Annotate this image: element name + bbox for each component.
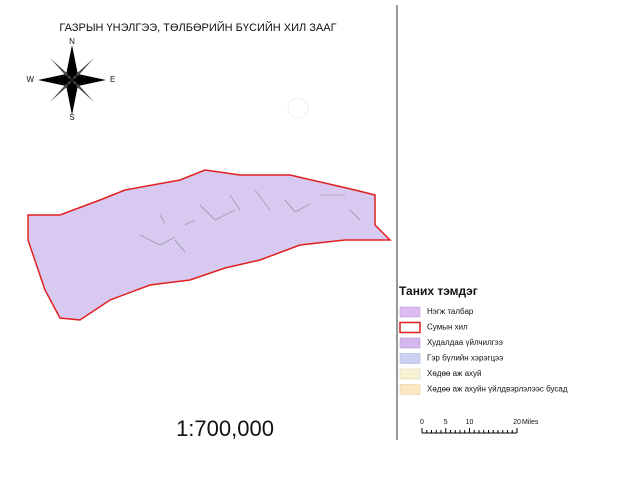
legend-swatch [399, 306, 421, 318]
compass-s: S [69, 113, 74, 122]
compass: N E S W [26, 37, 115, 122]
legend-title: Таних тэмдэг [399, 284, 478, 298]
marker [287, 97, 309, 119]
scale-bar-label: 0 [420, 419, 424, 426]
legend-label: Худалдаа үйлчилгээ [427, 338, 503, 347]
parcels [139, 189, 361, 253]
scale-bar-label: 5 [444, 419, 448, 426]
legend: Нэгж талбар Сумын хил Худалдаа үйлчилгээ Гэ… [399, 306, 568, 395]
region [27, 169, 392, 321]
scale-bar-label: 20 [513, 419, 521, 426]
legend-swatch [399, 384, 421, 395]
legend-swatch [399, 368, 421, 380]
compass-e: E [110, 75, 115, 84]
scale-bar-label: 10 [466, 419, 474, 426]
legend-label: Сумын хил [427, 323, 468, 332]
scale-bar-unit: Miles [522, 419, 539, 426]
legend-label: Хөдөө аж ахуй [427, 369, 482, 378]
legend-label: Хөдөө аж ахуйн үйлдвэрлэлээс бусад [427, 385, 568, 394]
scale-ratio: 1:700,000 [176, 416, 274, 441]
map-title: ГАЗРЫН ҮНЭЛГЭЭ, ТӨЛБӨРИЙН БҮСИЙН ХИЛ ЗАА… [59, 21, 336, 34]
compass-w: W [26, 75, 34, 84]
legend-label: Нэгж талбар [427, 307, 474, 316]
legend-swatch [399, 321, 421, 334]
legend-swatch [399, 353, 421, 364]
legend-label: Гэр бүлийн хэрэгцээ [427, 354, 503, 363]
compass-n: N [69, 37, 75, 46]
scale-bar: 0 5 10 20 Miles [420, 419, 539, 434]
legend-swatch [399, 337, 421, 349]
